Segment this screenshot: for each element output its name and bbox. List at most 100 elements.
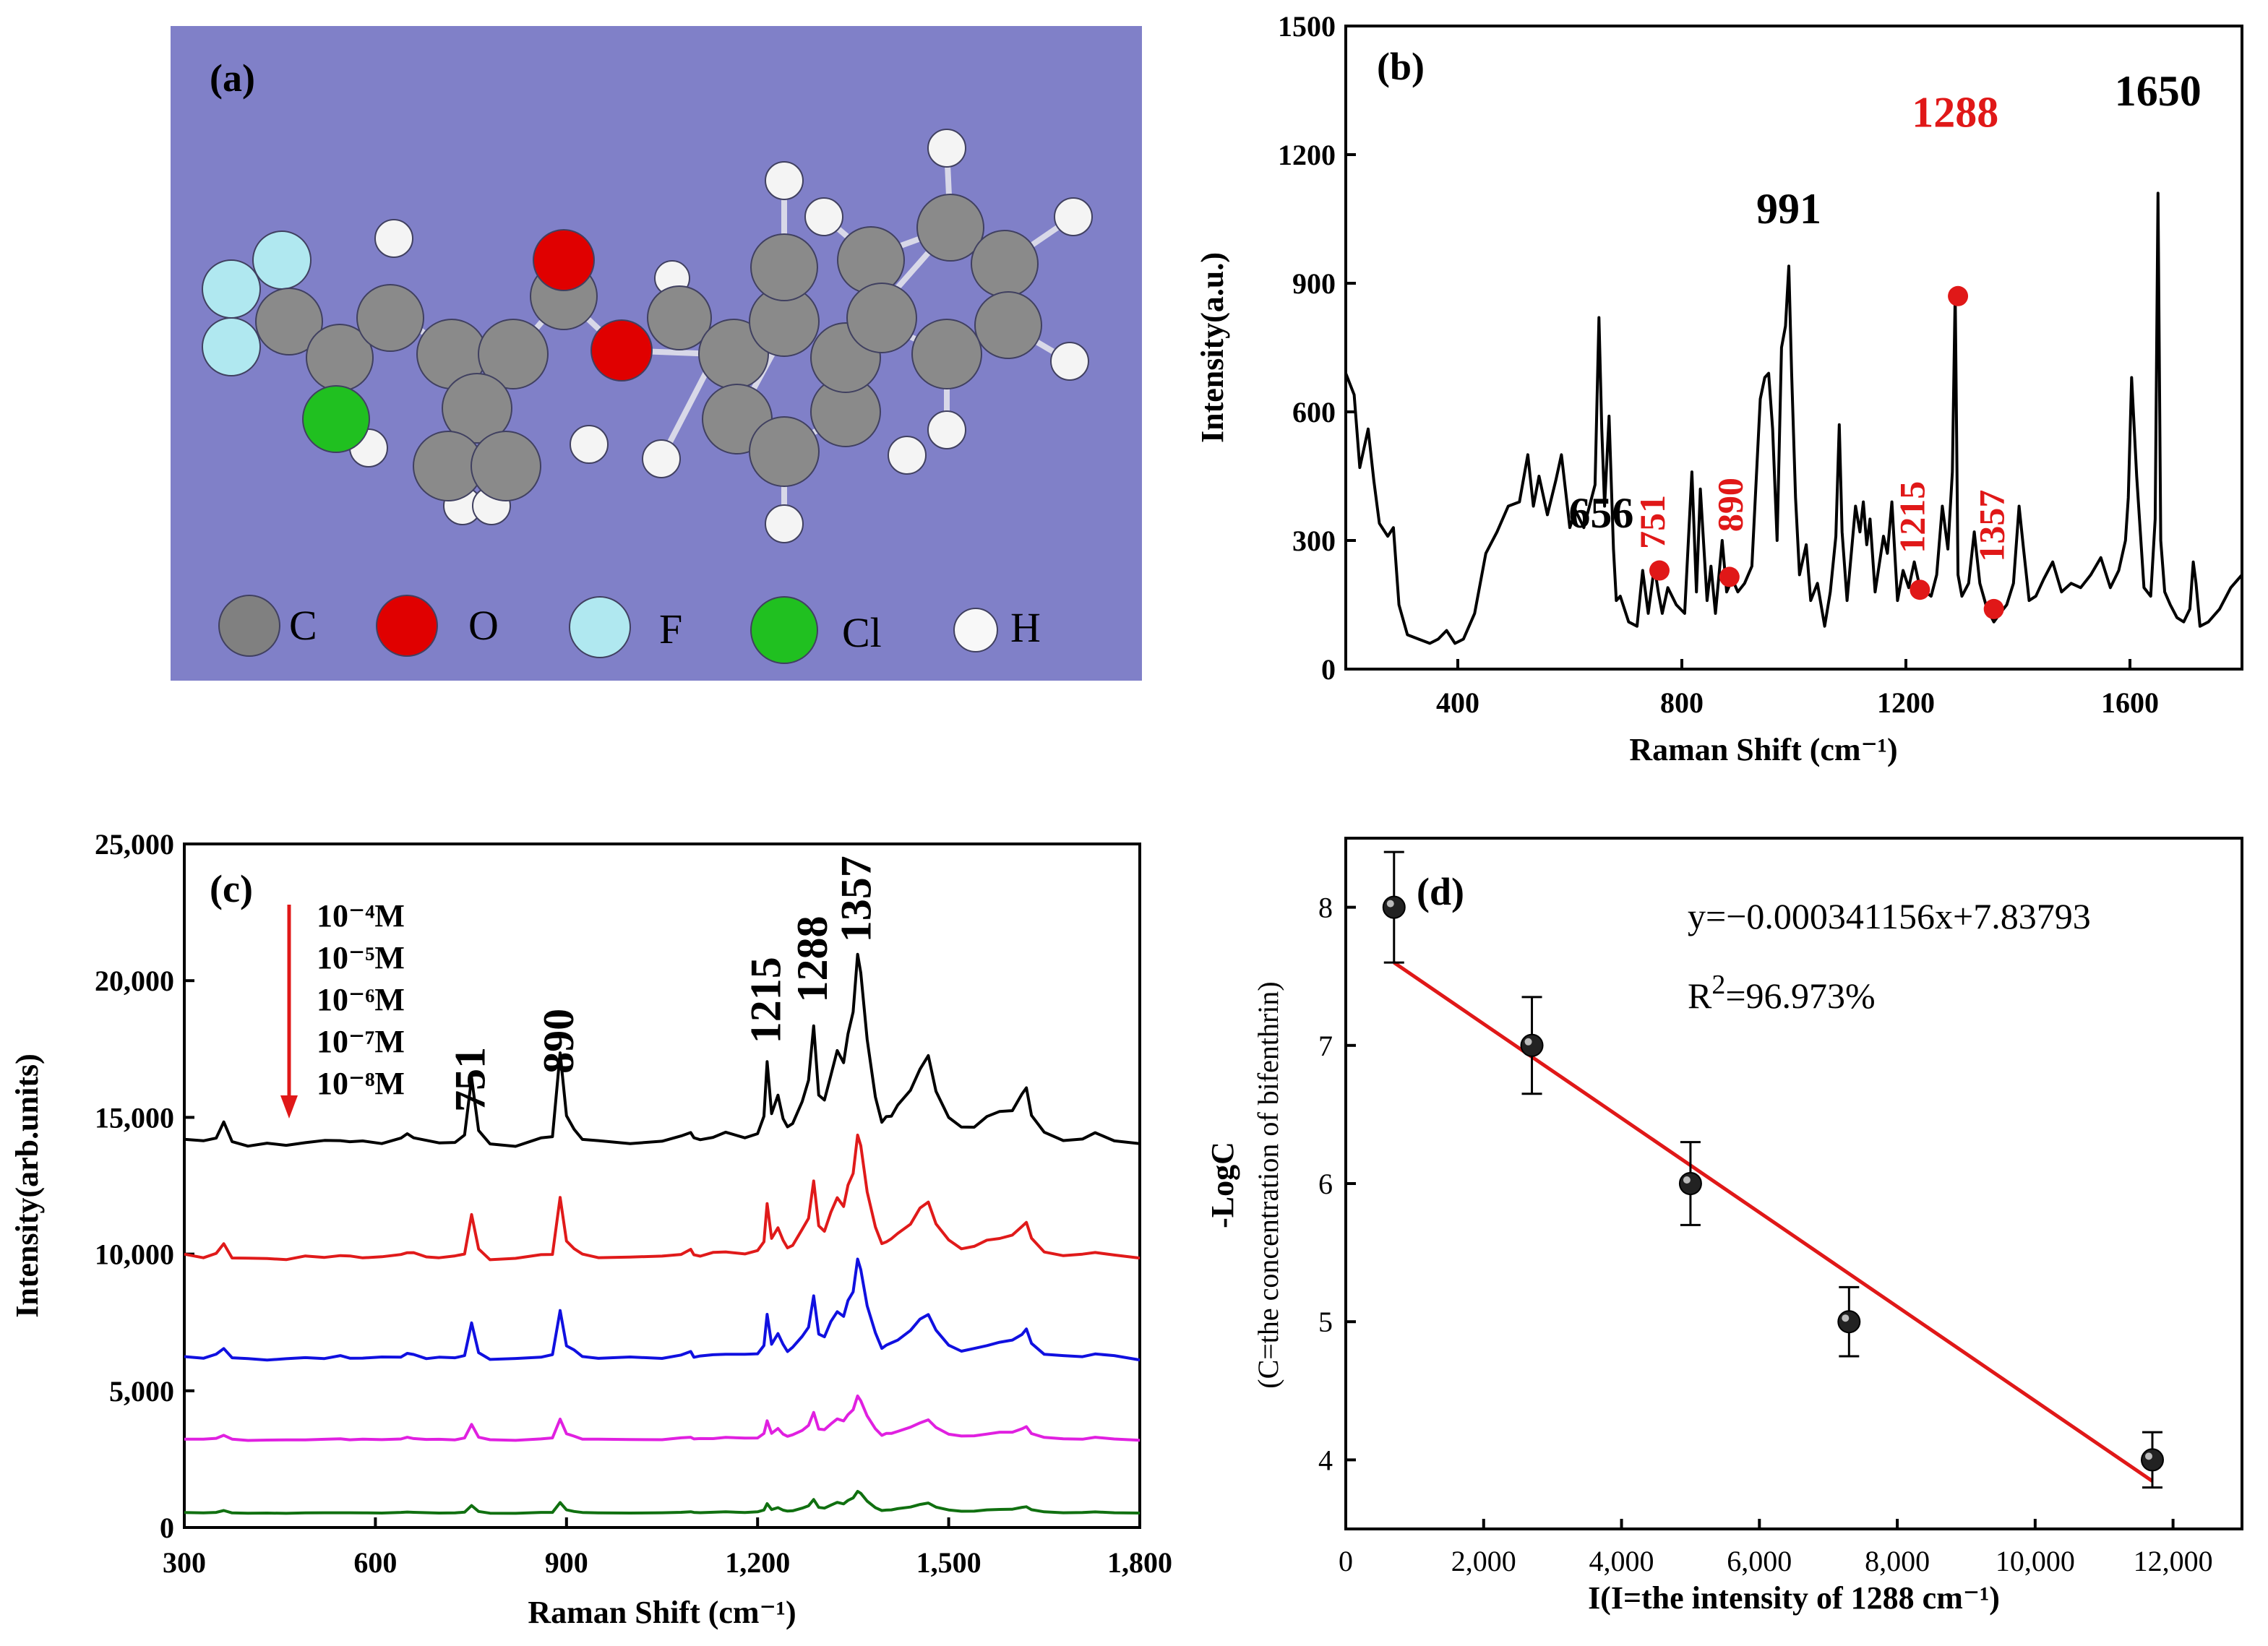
fluorine-atom: [202, 317, 261, 376]
r-squared-prefix: R: [1688, 975, 1712, 1016]
peak-label: 751: [1632, 495, 1672, 549]
x-tick-label: 1,800: [1107, 1546, 1172, 1579]
x-tick-label: 600: [353, 1546, 397, 1579]
x-tick-label: 1600: [2101, 686, 2159, 719]
panel-b-xlabel: Raman Shift (cm⁻¹): [1629, 732, 1897, 767]
peak-label: 1357: [1972, 490, 2012, 562]
x-tick-label: 4,000: [1589, 1545, 1654, 1577]
peak-label: 1215: [1892, 481, 1933, 553]
panel-b-frame: [1344, 25, 2243, 671]
legend-chlorine-label: Cl: [842, 609, 882, 656]
spectrum-line: [184, 1394, 1141, 1442]
down-arrow-icon: [280, 1095, 298, 1119]
panel-b: 400 800 1200 1600 0 300 600 900 1200 1500 656 991 1…: [1195, 10, 2243, 767]
hydrogen-atom: [804, 197, 843, 236]
legend-carbon-label: C: [289, 602, 317, 649]
oxygen-atom-icon: [376, 595, 438, 657]
legend-carbon: C: [218, 595, 317, 657]
panel-d: 0 2,000 4,000 6,000 8,000 10,000 12,000 4 5 6 7 8 (…: [1205, 837, 2243, 1616]
legend-item: 10⁻⁶M: [317, 982, 405, 1017]
peak-label: 751: [446, 1047, 494, 1112]
x-tick-label: 800: [1660, 686, 1704, 719]
r-squared-exponent: 2: [1711, 970, 1725, 1000]
legend-fluorine-label: F: [659, 606, 682, 652]
data-point-highlight: [1524, 1038, 1532, 1046]
spectrum-line: [184, 1133, 1141, 1262]
carbon-atom: [442, 373, 512, 444]
panel-c-ylabel: Intensity(arb.units): [9, 1053, 45, 1318]
data-point-highlight: [2145, 1452, 2152, 1460]
oxygen-atom: [590, 319, 653, 382]
legend-oxygen: O: [376, 595, 499, 657]
x-tick-label: 400: [1436, 686, 1479, 719]
carbon-atom: [750, 233, 818, 301]
y-tick-label: 0: [160, 1512, 174, 1544]
data-point: [1520, 1033, 1544, 1057]
peak-marker: [1948, 285, 1969, 306]
carbon-atom: [974, 291, 1042, 359]
chlorine-atom: [302, 385, 370, 453]
x-tick-label: 900: [545, 1546, 588, 1579]
data-point-highlight: [1842, 1314, 1850, 1322]
carbon-atom: [749, 416, 820, 487]
oxygen-atom: [533, 229, 595, 291]
carbon-atom: [647, 285, 712, 350]
atom-legend: C O F Cl H: [218, 595, 1041, 664]
panel-d-ticks: 0 2,000 4,000 6,000 8,000 10,000 12,000 4 5 6 7 8: [1318, 892, 2213, 1577]
y-tick-label: 5: [1318, 1306, 1333, 1338]
y-tick-label: 7: [1318, 1030, 1333, 1062]
peak-marker: [1649, 560, 1670, 581]
fluorine-atom: [252, 230, 312, 290]
hydrogen-atom-icon: [953, 608, 998, 652]
peak-marker: [1910, 579, 1930, 600]
data-point: [1382, 895, 1406, 919]
legend-oxygen-label: O: [468, 602, 499, 649]
y-tick-label: 600: [1292, 396, 1336, 428]
x-tick-label: 8,000: [1865, 1545, 1930, 1577]
y-tick-label: 6: [1318, 1168, 1333, 1200]
peak-label: 656: [1568, 489, 1633, 537]
x-tick-label: 2,000: [1451, 1545, 1516, 1577]
panel-b-peak-labels: 656 991 1288 1650 751 890 1215 1357: [1568, 67, 2201, 562]
panel-c-xlabel: Raman Shift (cm⁻¹): [528, 1595, 796, 1630]
panel-c-legend: 10⁻⁴M 10⁻⁵M 10⁻⁶M 10⁻⁷M 10⁻⁸M: [280, 898, 405, 1119]
x-tick-label: 1,500: [916, 1546, 981, 1579]
legend-item: 10⁻⁷M: [317, 1024, 405, 1059]
panel-d-label: (d): [1417, 870, 1464, 913]
hydrogen-atom: [765, 161, 804, 200]
carbon-atom: [916, 194, 984, 262]
panel-a-label: (a): [210, 56, 255, 100]
legend-chlorine: Cl: [750, 596, 882, 664]
regression-equation: y=−0.000341156x+7.83793: [1688, 896, 2091, 936]
panel-c: 300 600 900 1,200 1,500 1,800 0 5,000 10,000 15,0…: [9, 828, 1172, 1630]
peak-label: 1650: [2115, 67, 2202, 115]
panel-c-frame: [183, 843, 1141, 1529]
chlorine-atom-icon: [750, 596, 818, 664]
x-tick-label: 10,000: [1996, 1545, 2075, 1577]
panel-c-spectra: [184, 952, 1141, 1515]
carbon-atom: [255, 288, 323, 356]
data-point: [1678, 1172, 1702, 1195]
legend-item: 10⁻⁵M: [317, 940, 405, 975]
peak-label: 890: [1710, 478, 1751, 532]
y-tick-label: 900: [1292, 267, 1336, 300]
panel-c-label: (c): [210, 867, 253, 910]
y-tick-label: 8: [1318, 892, 1333, 924]
molecule-atoms: [202, 129, 1093, 543]
x-tick-label: 300: [163, 1546, 206, 1579]
panel-b-ticks: 400 800 1200 1600 0 300 600 900 1200 1500: [1278, 10, 2159, 719]
carbon-atom: [911, 319, 982, 389]
x-tick-label: 6,000: [1727, 1545, 1792, 1577]
y-tick-label: 0: [1321, 653, 1336, 686]
x-tick-label: 1200: [1877, 686, 1935, 719]
panel-d-frame: [1344, 837, 2243, 1530]
panel-d-points: [1382, 850, 2164, 1489]
r-squared: R2=96.973%: [1688, 970, 1876, 1016]
panel-d-xlabel: I(I=the intensity of 1288 cm⁻¹): [1588, 1580, 2000, 1616]
carbon-atom: [471, 431, 541, 501]
y-tick-label: 25,000: [95, 828, 174, 861]
x-tick-label: 0: [1339, 1545, 1353, 1577]
panel-b-label: (b): [1377, 45, 1425, 88]
panel-b-spectrum-line: [1344, 191, 2243, 645]
